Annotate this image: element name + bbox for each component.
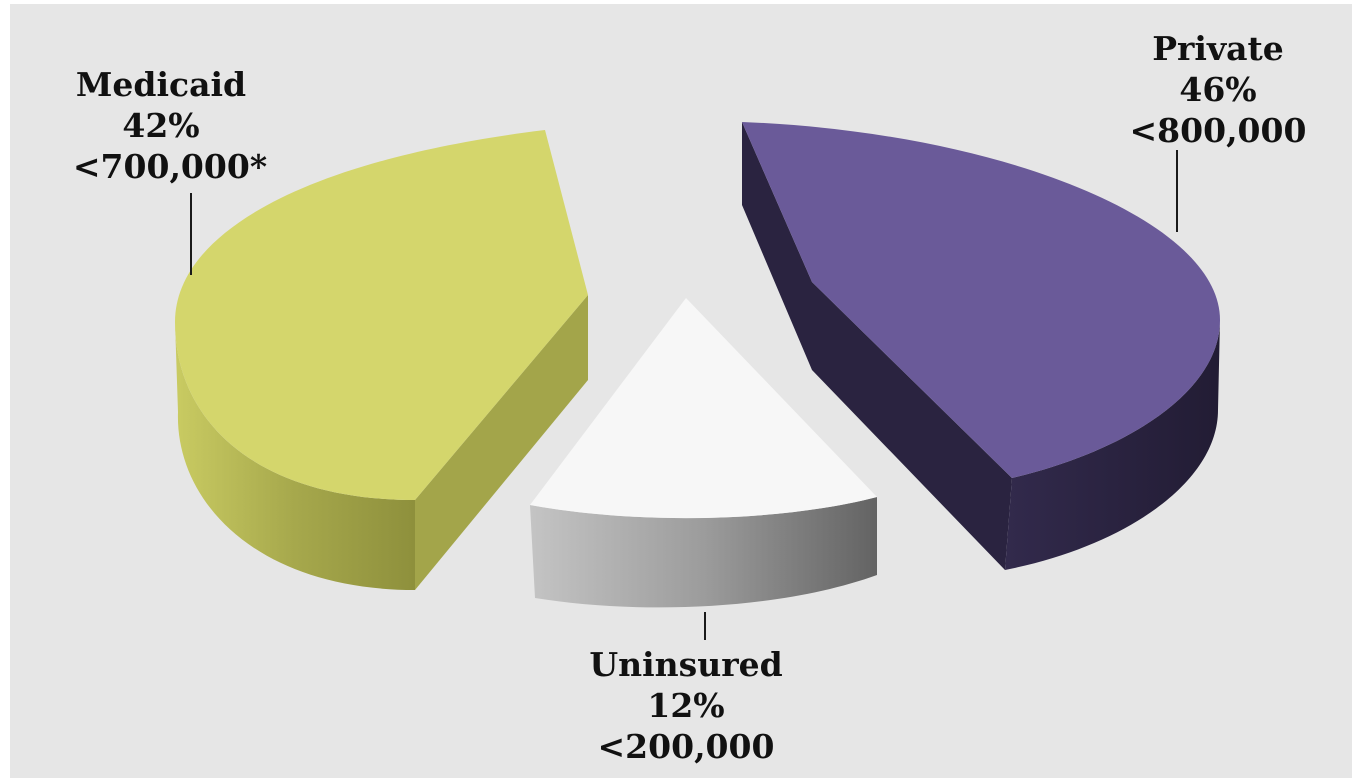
medicaid-count: <700,000* — [73, 147, 267, 186]
slice-medicaid-side-inner — [415, 295, 588, 590]
slice-private-top — [742, 122, 1220, 478]
uninsured-percent: 12% — [647, 686, 724, 725]
private-percent: 46% — [1179, 70, 1256, 109]
uninsured-count: <200,000 — [598, 727, 775, 766]
slice-uninsured-top — [530, 298, 877, 519]
slice-medicaid — [175, 130, 588, 590]
medicaid-label: Medicaid — [76, 65, 246, 104]
slice-uninsured-side — [530, 497, 877, 608]
slice-private — [742, 122, 1220, 570]
medicaid-percent: 42% — [122, 106, 199, 145]
private-label: Private — [1152, 29, 1284, 68]
slice-medicaid-top — [175, 130, 588, 500]
private-count: <800,000 — [1130, 111, 1307, 150]
slice-medicaid-side-outer — [175, 322, 415, 590]
slice-private-side-outer — [1005, 320, 1220, 570]
uninsured-label: Uninsured — [589, 645, 782, 684]
slice-private-side-inner — [742, 122, 1012, 570]
slice-uninsured — [530, 298, 877, 608]
